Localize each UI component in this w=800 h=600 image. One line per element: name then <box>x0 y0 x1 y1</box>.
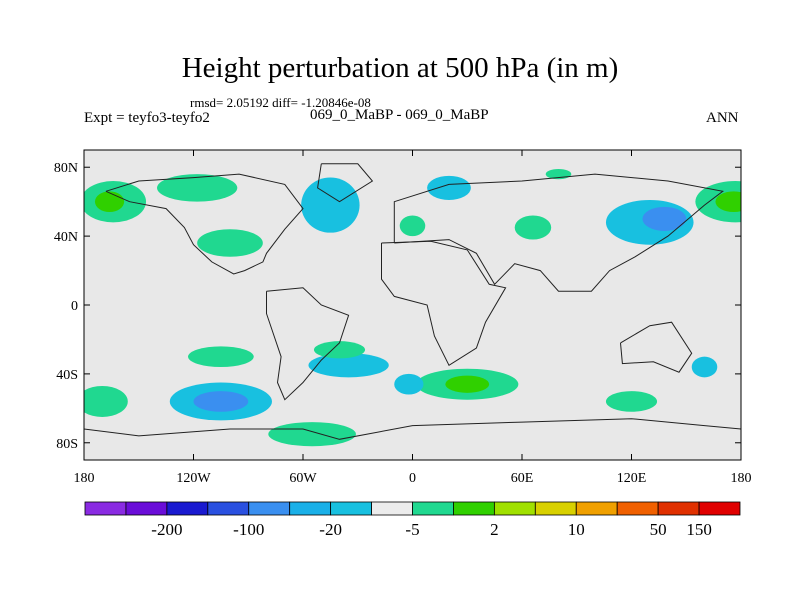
region-south-pacific-negative-core <box>193 391 249 412</box>
eurasia-outline <box>393 173 725 292</box>
period-label: 069_0_MaBP - 069_0_MaBP <box>310 107 489 123</box>
colorbar-label: -5 <box>405 520 419 539</box>
colorbar-box <box>534 501 577 516</box>
colorbar-box <box>453 501 495 516</box>
colorbar-box <box>698 501 741 516</box>
lon-label: 60W <box>289 471 317 486</box>
greenland-outline <box>317 163 374 203</box>
region-north-pacific-positive-west-core <box>94 191 125 213</box>
south-america-outline <box>266 287 350 401</box>
colorbar-label: -20 <box>319 520 342 539</box>
lon-label: 0 <box>409 471 416 486</box>
colorbar-label: -200 <box>151 520 182 539</box>
colorbar-box <box>289 501 332 516</box>
region-eurasia-negative <box>427 175 471 200</box>
lon-label: 180 <box>74 471 95 486</box>
region-south-indian-positive <box>605 391 658 412</box>
colorbar-box <box>248 501 291 516</box>
colorbar-box <box>575 501 618 516</box>
colorbar-label: 150 <box>686 520 712 539</box>
lon-label: 120E <box>617 471 647 486</box>
lat-label: 40S <box>56 368 78 383</box>
region-north-pacific-positive-core <box>715 191 741 212</box>
region-north-atlantic-negative <box>301 177 360 233</box>
region-south-pacific-positive-north <box>188 346 254 367</box>
colorbar-box <box>166 501 209 516</box>
colorbar-box <box>125 501 168 516</box>
region-south-atlantic-positive <box>313 341 366 359</box>
lat-label: 80S <box>56 437 78 452</box>
colorbar-label: 50 <box>650 520 667 539</box>
colorbar-box <box>657 501 700 516</box>
experiment-label: Expt = teyfo3-teyfo2 <box>84 110 210 126</box>
region-south-pacific-positive-west <box>84 385 128 417</box>
region-central-pacific-positive <box>197 229 263 257</box>
map-title: Height perturbation at 500 hPa (in m) <box>181 52 619 84</box>
lat-label: 0 <box>71 299 78 314</box>
antarctica-outline <box>84 418 741 440</box>
lat-label: 40N <box>54 230 78 245</box>
region-south-africa-negative <box>394 373 424 395</box>
colorbar-box <box>616 501 659 516</box>
colorbar-label: 10 <box>568 520 585 539</box>
region-southern-ocean-positive <box>268 422 356 447</box>
region-south-atlantic-negative <box>308 353 389 378</box>
colorbar-box <box>412 501 454 516</box>
lon-label: 60E <box>511 471 534 486</box>
lat-label: 80N <box>54 161 78 176</box>
region-asia-positive <box>514 215 552 240</box>
region-south-africa-positive-core <box>445 375 490 393</box>
colorbar-label: -100 <box>233 520 264 539</box>
colorbar-box <box>493 501 536 516</box>
region-north-america-positive <box>157 174 238 202</box>
colorbar-label: 2 <box>490 520 499 539</box>
colorbar-box <box>207 501 250 516</box>
north-america-outline <box>105 173 304 275</box>
colorbar-box <box>371 501 413 516</box>
lon-label: 180 <box>731 471 752 486</box>
season-label: ANN <box>706 110 739 126</box>
colorbar-box <box>84 501 127 516</box>
region-europe-positive <box>399 215 426 237</box>
stats-line: rmsd= 2.05192 diff= -1.20846e-08 <box>190 95 371 110</box>
region-south-indian-negative <box>691 356 718 378</box>
australia-outline <box>620 321 693 373</box>
colorbar-box <box>330 501 372 516</box>
region-east-asia-negative-core <box>642 206 687 231</box>
africa-outline <box>381 240 507 367</box>
lon-label: 120W <box>176 471 211 486</box>
